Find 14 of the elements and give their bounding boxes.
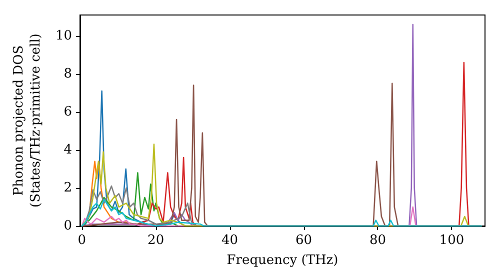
y-tick-label: 4 (64, 142, 72, 158)
x-tick-label: 80 (369, 233, 386, 248)
x-tick-label: 20 (148, 233, 164, 248)
y-tick-label: 2 (64, 180, 72, 196)
x-axis-title: Frequency (THz) (226, 252, 338, 268)
y-axis-title: Phonon projected DOS (States/THz·primitive cell) (12, 33, 44, 208)
y-tick-label: 8 (64, 66, 72, 82)
x-tick-label: 0 (78, 233, 86, 248)
x-tick-label: 100 (439, 233, 464, 248)
y-tick-label: 10 (55, 28, 72, 44)
x-tick-label: 40 (222, 233, 238, 248)
y-tick-label: 0 (64, 218, 72, 234)
x-tick-label: 60 (295, 233, 312, 248)
y-tick-label: 6 (64, 104, 72, 120)
